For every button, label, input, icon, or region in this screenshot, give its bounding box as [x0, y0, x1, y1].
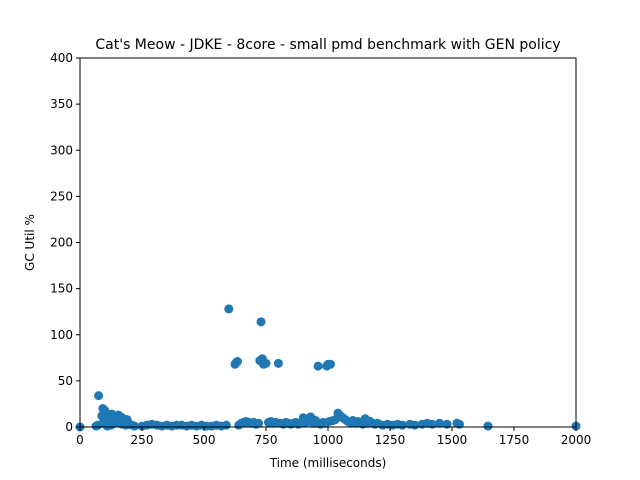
- data-point: [224, 304, 234, 314]
- data-point: [254, 418, 264, 428]
- y-tick-label: 0: [65, 420, 73, 434]
- data-point: [232, 357, 242, 366]
- chart-title: Cat's Meow - JDKE - 8core - small pmd be…: [95, 37, 560, 53]
- x-tick-label: 1500: [437, 433, 468, 447]
- data-point: [483, 421, 493, 431]
- y-tick-label: 300: [50, 143, 73, 157]
- y-tick-label: 200: [50, 236, 73, 250]
- x-tick-label: 0: [76, 433, 84, 447]
- y-tick-label: 150: [50, 282, 73, 296]
- y-tick-label: 100: [50, 328, 73, 342]
- x-tick-label: 750: [255, 433, 278, 447]
- x-axis-ticks: 0 250 500 750 1000 1250 1500 1750 2000: [76, 427, 591, 447]
- data-point: [256, 317, 266, 327]
- x-tick-label: 250: [131, 433, 154, 447]
- data-point: [94, 391, 104, 401]
- y-tick-label: 350: [50, 97, 73, 111]
- x-tick-label: 1000: [313, 433, 344, 447]
- x-axis-label: Time (milliseconds): [269, 456, 387, 470]
- data-point: [130, 421, 140, 431]
- data-point: [435, 418, 445, 428]
- data-point: [261, 358, 271, 368]
- data-point: [273, 358, 283, 368]
- data-point: [325, 359, 335, 369]
- x-tick-label: 1750: [499, 433, 530, 447]
- data-point: [427, 419, 437, 429]
- data-point: [313, 361, 323, 371]
- x-tick-label: 500: [193, 433, 216, 447]
- data-point: [442, 419, 452, 429]
- data-point: [454, 419, 464, 429]
- y-tick-label: 50: [58, 374, 73, 388]
- data-points: [75, 304, 581, 432]
- y-axis-label: GC Util %: [23, 214, 37, 271]
- data-point: [221, 420, 231, 430]
- x-tick-label: 2000: [561, 433, 592, 447]
- y-tick-label: 400: [50, 51, 73, 65]
- y-tick-label: 250: [50, 189, 73, 203]
- y-axis-ticks: 0 50 100 150 200 250 300 350 400: [50, 51, 80, 434]
- x-tick-label: 1250: [375, 433, 406, 447]
